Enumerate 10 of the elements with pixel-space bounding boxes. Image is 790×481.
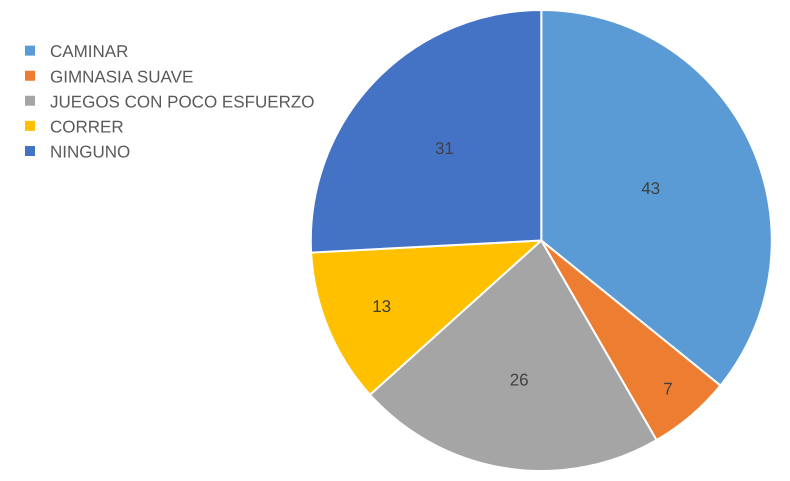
legend-label: CAMINAR <box>50 42 128 62</box>
data-label: 26 <box>510 370 529 390</box>
legend-label: JUEGOS CON POCO ESFUERZO <box>50 92 314 112</box>
data-label: 31 <box>434 139 454 158</box>
legend-label: GIMNASIA SUAVE <box>50 67 194 86</box>
data-label: 7 <box>663 379 673 398</box>
legend-label: CORRER <box>50 118 124 137</box>
data-label: 13 <box>372 297 392 316</box>
legend-label: NINGUNO <box>50 142 130 162</box>
data-label: 43 <box>641 178 660 198</box>
